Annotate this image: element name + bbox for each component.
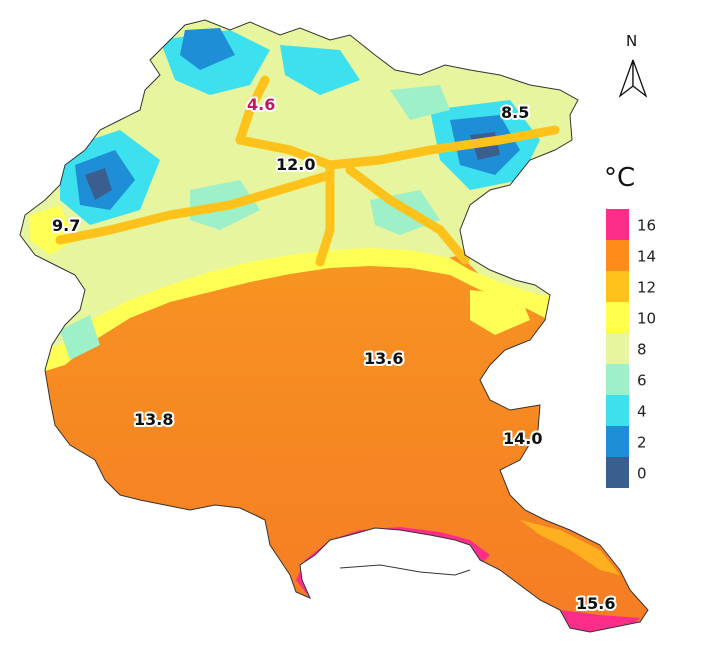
temp-label-east-plain: 14.0	[503, 429, 542, 448]
legend-label-14: 14	[637, 248, 656, 266]
temp-label-central-plain: 13.6	[364, 349, 403, 368]
north-arrow: N	[618, 32, 648, 98]
temperature-legend: °C 16 14 12 10 8 6 4 2 0	[604, 163, 656, 488]
lagoon-shoreline	[339, 564, 471, 576]
legend-swatch-8	[606, 333, 629, 364]
legend-swatch-12	[606, 271, 629, 302]
legend-swatch-16	[606, 209, 629, 240]
legend-label-16: 16	[637, 217, 656, 235]
north-label: N	[626, 32, 637, 50]
legend-swatch-2	[606, 426, 629, 457]
legend-label-8: 8	[637, 341, 647, 359]
region-outline	[19, 19, 649, 633]
legend-swatch-10	[606, 302, 629, 333]
temp-label-north-east: 8.5	[501, 103, 529, 122]
temp-label-central-valley: 12.0	[276, 155, 315, 174]
legend-label-4: 4	[637, 403, 647, 421]
legend-swatch-14	[606, 240, 629, 271]
temperature-labels: 4.6 8.5 12.0 9.7 13.6 13.8 14.0 15.6	[50, 93, 617, 615]
legend-label-12: 12	[637, 279, 656, 297]
temp-label-coast-south-east: 15.6	[576, 594, 615, 613]
legend-label-0: 0	[637, 465, 647, 483]
legend-swatch-4	[606, 395, 629, 426]
temp-label-alpine-north: 4.6	[247, 95, 275, 114]
legend-label-10: 10	[637, 310, 656, 328]
legend-label-6: 6	[637, 372, 647, 390]
legend-unit: °C	[604, 163, 635, 193]
temp-label-west-plain: 13.8	[134, 410, 173, 429]
legend-label-2: 2	[637, 434, 647, 452]
legend-swatch-6	[606, 364, 629, 395]
valley-warm-zones	[55, 75, 560, 267]
legend-swatch-0	[606, 457, 629, 488]
north-arrow-icon	[618, 59, 648, 98]
temp-label-west-hills: 9.7	[52, 216, 80, 235]
